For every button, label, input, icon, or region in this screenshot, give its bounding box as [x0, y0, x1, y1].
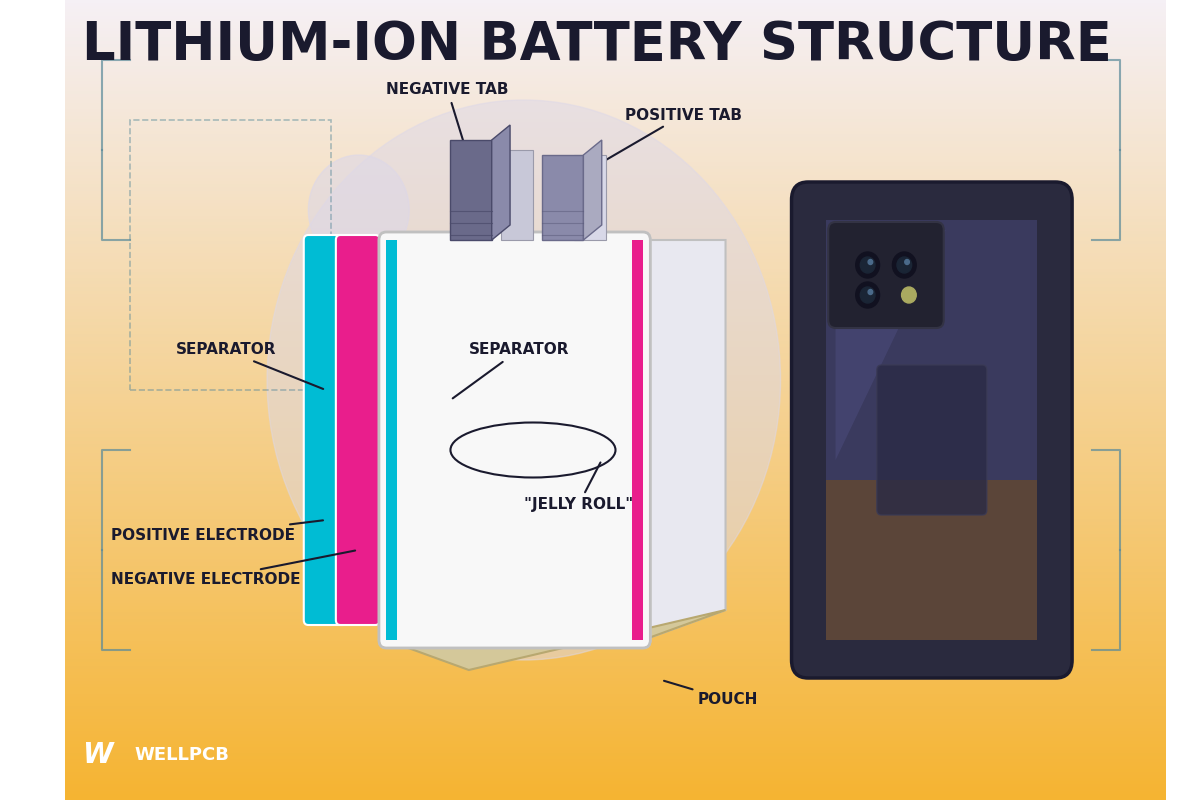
Polygon shape — [492, 125, 510, 240]
Circle shape — [308, 155, 409, 265]
Text: POSITIVE TAB: POSITIVE TAB — [574, 107, 742, 178]
FancyBboxPatch shape — [792, 182, 1072, 678]
FancyBboxPatch shape — [304, 235, 348, 625]
Text: W: W — [82, 741, 113, 769]
Bar — [450, 140, 492, 240]
FancyBboxPatch shape — [632, 240, 643, 640]
Text: "JELLY ROLL": "JELLY ROLL" — [524, 462, 634, 513]
Circle shape — [268, 100, 780, 660]
FancyBboxPatch shape — [386, 240, 397, 640]
Text: SEPARATOR: SEPARATOR — [175, 342, 323, 389]
Bar — [542, 155, 583, 240]
Circle shape — [901, 287, 917, 303]
FancyBboxPatch shape — [336, 235, 380, 625]
Bar — [130, 120, 331, 390]
Circle shape — [860, 257, 875, 273]
Text: SEPARATOR: SEPARATOR — [452, 342, 569, 398]
Polygon shape — [827, 220, 1037, 640]
Polygon shape — [835, 230, 946, 460]
Circle shape — [868, 290, 872, 294]
Text: NEGATIVE ELECTRODE: NEGATIVE ELECTRODE — [112, 550, 355, 587]
Text: LITHIUM-ION BATTERY STRUCTURE: LITHIUM-ION BATTERY STRUCTURE — [83, 19, 1112, 71]
Polygon shape — [583, 140, 601, 240]
Circle shape — [893, 252, 917, 278]
Bar — [575, 155, 606, 240]
FancyBboxPatch shape — [828, 222, 943, 328]
Circle shape — [905, 259, 910, 265]
Text: POSITIVE ELECTRODE: POSITIVE ELECTRODE — [112, 520, 323, 542]
FancyBboxPatch shape — [379, 232, 650, 648]
Text: NEGATIVE TAB: NEGATIVE TAB — [386, 82, 509, 162]
Circle shape — [868, 259, 872, 265]
Text: WELLPCB: WELLPCB — [134, 746, 229, 764]
Circle shape — [856, 282, 880, 308]
Polygon shape — [386, 610, 726, 670]
Circle shape — [860, 287, 875, 303]
Bar — [500, 150, 533, 240]
Polygon shape — [643, 240, 726, 640]
Circle shape — [856, 252, 880, 278]
Circle shape — [896, 257, 912, 273]
Text: POUCH: POUCH — [664, 681, 758, 707]
FancyBboxPatch shape — [877, 365, 986, 515]
Polygon shape — [827, 480, 1037, 640]
